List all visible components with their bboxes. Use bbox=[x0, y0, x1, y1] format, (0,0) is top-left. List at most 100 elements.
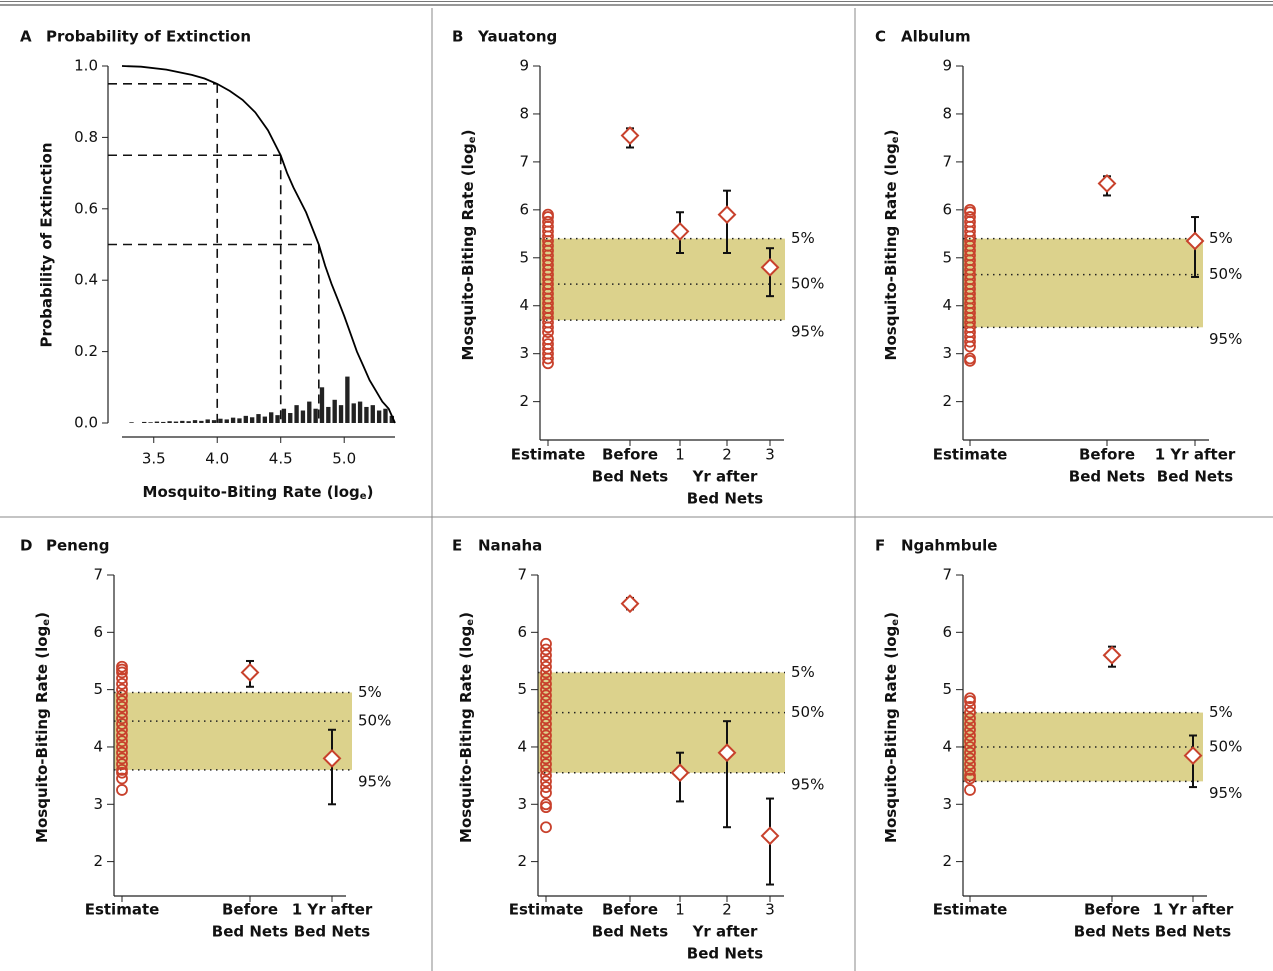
histogram-bar bbox=[294, 405, 299, 423]
histogram-bar bbox=[211, 420, 217, 423]
estimate-point bbox=[964, 735, 976, 748]
histogram-bar bbox=[262, 416, 268, 423]
estimate-point bbox=[964, 752, 976, 765]
y-tick-label: 4 bbox=[519, 296, 529, 314]
estimate-point bbox=[964, 706, 976, 719]
y-tick-label: 8 bbox=[942, 104, 952, 122]
histogram-bar bbox=[199, 420, 204, 423]
histogram-bar bbox=[167, 421, 172, 423]
estimate-point bbox=[116, 735, 128, 748]
estimate-point bbox=[540, 706, 552, 719]
y-axis-label-sub: e bbox=[890, 619, 901, 626]
estimate-point bbox=[964, 729, 976, 742]
x-tick-label: 5.0 bbox=[332, 450, 356, 468]
histogram-bar bbox=[154, 421, 160, 423]
y-tick-label: 5 bbox=[93, 680, 103, 698]
histogram-bar bbox=[205, 419, 210, 423]
panel-letter: E bbox=[452, 537, 462, 555]
estimate-point bbox=[540, 655, 552, 667]
x-tick-label: Bed Nets bbox=[592, 923, 668, 941]
estimate-point bbox=[964, 718, 976, 730]
x-tick-label: 3 bbox=[765, 446, 775, 464]
y-tick-label: 4 bbox=[517, 737, 527, 755]
y-tick-label: 4 bbox=[942, 296, 952, 314]
observed-diamond bbox=[322, 749, 342, 768]
y-tick-label: 7 bbox=[942, 152, 952, 170]
x-tick-label: 3 bbox=[765, 901, 775, 919]
estimate-point bbox=[964, 758, 976, 771]
x-tick-label: 1 bbox=[675, 901, 685, 919]
panel-letter: B bbox=[452, 28, 463, 46]
x-tick-label: Bed Nets bbox=[294, 923, 370, 941]
y-tick-label: 6 bbox=[942, 623, 952, 641]
x-group-label: Yr after bbox=[692, 923, 758, 941]
y-axis-label: Mosquito-Biting Rate (loge) bbox=[459, 130, 479, 361]
y-tick-label: 4 bbox=[942, 737, 952, 755]
y-tick-label: 2 bbox=[519, 392, 529, 410]
histogram-bar bbox=[161, 421, 166, 423]
quantile-label: 50% bbox=[358, 712, 391, 730]
x-tick-label: Before bbox=[602, 901, 658, 919]
observed-diamond bbox=[240, 663, 260, 682]
y-tick-label: 0.4 bbox=[74, 271, 98, 289]
estimate-point bbox=[964, 211, 976, 223]
histogram-bar bbox=[281, 408, 287, 423]
histogram-bar bbox=[319, 387, 325, 423]
estimate-point bbox=[542, 208, 554, 221]
estimate-point bbox=[540, 798, 552, 811]
y-axis-label-end: ) bbox=[457, 612, 475, 619]
y-tick-label: 9 bbox=[942, 57, 952, 75]
y-tick-label: 7 bbox=[519, 152, 529, 170]
histogram-bar bbox=[256, 414, 261, 423]
x-tick-label: 1 Yr after bbox=[292, 901, 373, 919]
panel-letter: C bbox=[875, 28, 886, 46]
histogram-bar bbox=[129, 422, 134, 423]
y-axis-label-text: Mosquito-Biting Rate (log bbox=[459, 143, 477, 360]
x-axis-label-text: Mosquito-Biting Rate (log bbox=[143, 483, 360, 501]
y-axis-label-text: Mosquito-Biting Rate (log bbox=[33, 626, 51, 843]
observed-diamond bbox=[1183, 746, 1203, 765]
y-tick-label: 6 bbox=[519, 200, 529, 218]
estimate-point bbox=[116, 718, 128, 730]
estimate-point bbox=[116, 660, 128, 673]
x-tick-label: 4.0 bbox=[205, 450, 229, 468]
y-axis-label-end: ) bbox=[459, 130, 477, 137]
estimate-point bbox=[964, 712, 976, 725]
y-tick-label: 5 bbox=[942, 248, 952, 266]
histogram-bar bbox=[142, 421, 147, 423]
histogram-bar bbox=[338, 405, 344, 423]
quantile-label: 5% bbox=[1209, 703, 1233, 721]
histogram-bar bbox=[300, 410, 306, 423]
estimate-point bbox=[540, 637, 552, 650]
x-tick-label: 3.5 bbox=[142, 450, 166, 468]
estimate-point bbox=[116, 763, 128, 776]
estimate-point bbox=[964, 723, 976, 736]
histogram-bar bbox=[376, 410, 382, 423]
panel-title: Probability of Extinction bbox=[46, 28, 251, 46]
observed-diamond bbox=[760, 257, 780, 277]
y-tick-label: 9 bbox=[519, 57, 529, 75]
panel-letter: A bbox=[20, 28, 32, 46]
y-tick-label: 1.0 bbox=[74, 57, 98, 75]
y-axis-label-sub: e bbox=[41, 619, 52, 626]
estimate-point bbox=[540, 775, 552, 788]
panel-title: Albulum bbox=[901, 28, 971, 46]
x-tick-label: 1 Yr after bbox=[1155, 446, 1236, 464]
estimate-point bbox=[540, 695, 552, 708]
panel-title: Peneng bbox=[46, 537, 109, 555]
x-tick-label: Bed Nets bbox=[592, 468, 668, 486]
y-axis-label-end: ) bbox=[882, 130, 900, 137]
curve bbox=[121, 65, 396, 424]
quantile-label: 95% bbox=[791, 323, 824, 341]
x-tick-label: Estimate bbox=[85, 901, 160, 919]
histogram-bar bbox=[237, 418, 242, 423]
y-tick-label: 2 bbox=[93, 852, 103, 870]
estimate-point bbox=[964, 769, 976, 782]
x-tick-label: Before bbox=[602, 446, 658, 464]
estimate-point bbox=[116, 672, 128, 685]
x-tick-label: Before bbox=[1084, 901, 1140, 919]
estimate-point bbox=[540, 683, 552, 696]
estimate-point bbox=[540, 781, 552, 793]
y-axis-label: Mosquito-Biting Rate (loge) bbox=[33, 612, 53, 843]
y-tick-label: 5 bbox=[519, 248, 529, 266]
